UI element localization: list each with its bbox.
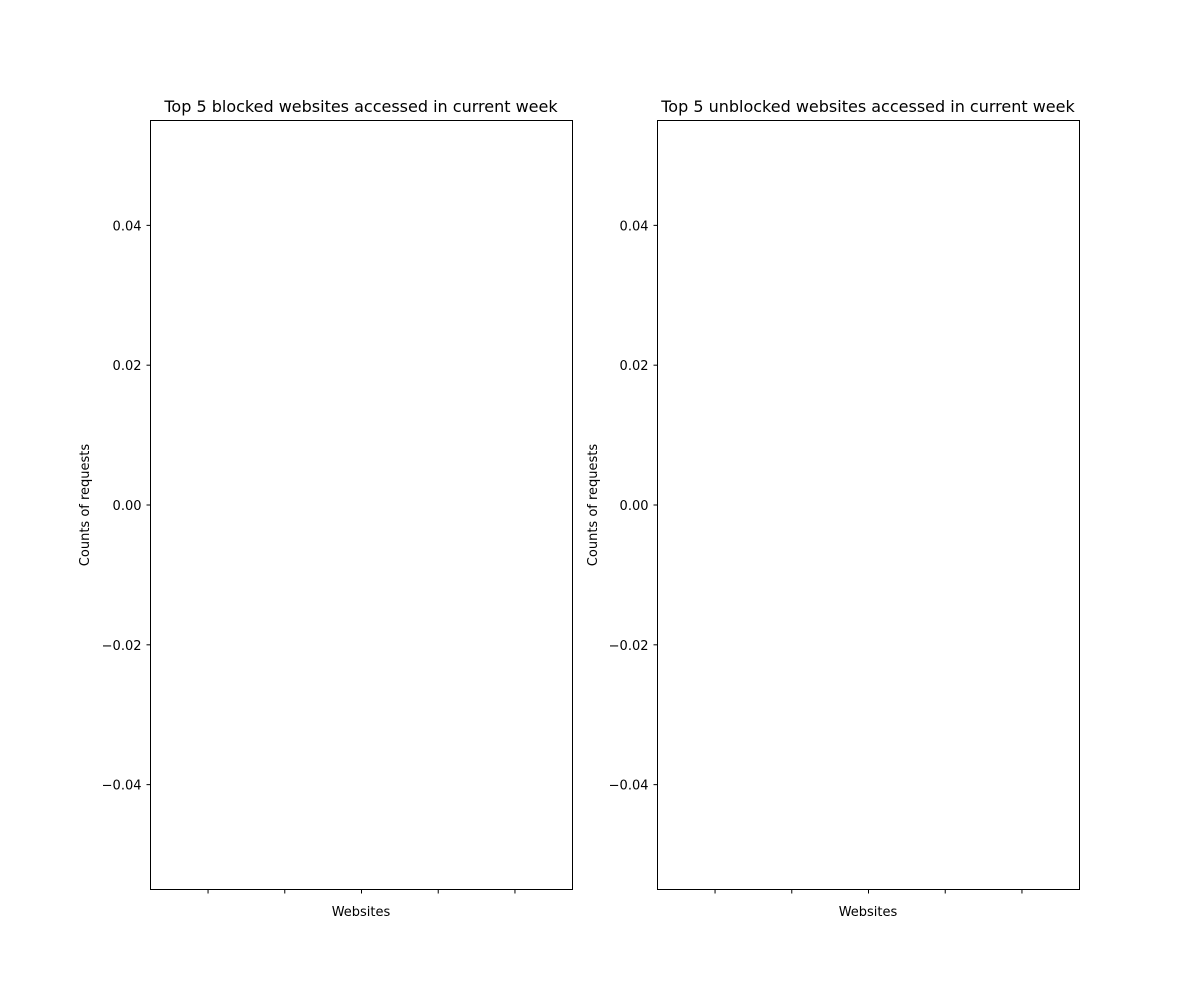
y-tick-label: −0.04 (609, 779, 649, 794)
y-axis-label: Counts of requests (78, 444, 93, 567)
y-axis-label: Counts of requests (586, 444, 601, 567)
x-axis-label: Websites (332, 905, 391, 920)
chart-title: Top 5 unblocked websites accessed in cur… (660, 97, 1075, 116)
chart-title: Top 5 blocked websites accessed in curre… (163, 97, 558, 116)
chart-unblocked-websites: Top 5 unblocked websites accessed in cur… (586, 97, 1080, 920)
y-tick-label: 0.00 (113, 499, 142, 514)
y-axis: 0.04 0.02 0.00 −0.02 −0.04 (609, 219, 658, 794)
x-axis (207, 889, 516, 894)
x-axis (714, 889, 1023, 894)
y-tick-label: 0.02 (620, 359, 649, 374)
y-tick-label: −0.02 (609, 639, 649, 654)
y-axis: 0.04 0.02 0.00 −0.02 −0.04 (102, 219, 151, 794)
y-tick-label: 0.04 (113, 219, 142, 234)
y-tick-label: 0.00 (620, 499, 649, 514)
y-tick-label: 0.02 (113, 359, 142, 374)
y-tick-label: 0.04 (620, 219, 649, 234)
plot-area-frame (150, 120, 573, 890)
plot-area-frame (657, 120, 1080, 890)
y-tick-label: −0.02 (102, 639, 142, 654)
y-tick-label: −0.04 (102, 779, 142, 794)
x-axis-label: Websites (839, 905, 898, 920)
chart-blocked-websites: Top 5 blocked websites accessed in curre… (78, 97, 573, 920)
